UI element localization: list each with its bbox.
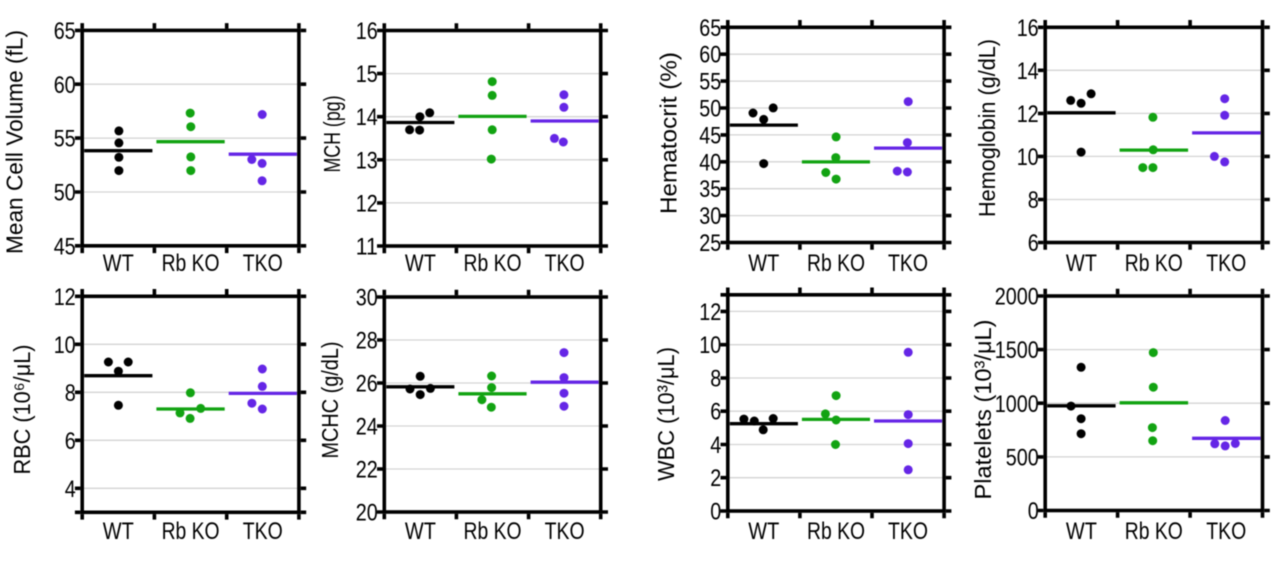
svg-text:WT: WT — [405, 518, 436, 545]
svg-text:4: 4 — [710, 432, 721, 459]
svg-text:22: 22 — [356, 457, 378, 484]
svg-text:55: 55 — [54, 126, 76, 153]
svg-text:WT: WT — [1066, 518, 1097, 545]
svg-text:6: 6 — [710, 399, 721, 426]
svg-text:8: 8 — [65, 380, 76, 407]
svg-text:Rb KO: Rb KO — [1125, 250, 1183, 277]
svg-text:WT: WT — [748, 518, 779, 545]
svg-text:10: 10 — [1017, 144, 1039, 171]
svg-text:TKO: TKO — [243, 518, 283, 545]
svg-text:14: 14 — [356, 104, 378, 131]
svg-text:Rb KO: Rb KO — [807, 250, 865, 277]
svg-text:20: 20 — [356, 500, 378, 527]
svg-text:60: 60 — [54, 72, 76, 99]
svg-text:45: 45 — [699, 122, 721, 149]
svg-text:50: 50 — [54, 180, 76, 207]
svg-text:50: 50 — [699, 96, 721, 123]
svg-text:11: 11 — [356, 234, 378, 261]
svg-text:35: 35 — [699, 176, 721, 203]
svg-text:TKO: TKO — [1206, 250, 1246, 277]
svg-text:15: 15 — [356, 61, 378, 88]
svg-text:14: 14 — [1017, 58, 1039, 85]
svg-text:WT: WT — [103, 518, 134, 545]
svg-text:Platelets (10³/μL): Platelets (10³/μL) — [970, 320, 996, 500]
svg-text:30: 30 — [699, 203, 721, 230]
svg-text:13: 13 — [356, 147, 378, 174]
svg-text:Hematocrit (%): Hematocrit (%) — [656, 52, 682, 214]
svg-text:40: 40 — [699, 149, 721, 176]
svg-text:TKO: TKO — [545, 518, 585, 545]
svg-text:500: 500 — [1006, 444, 1039, 471]
svg-text:8: 8 — [1028, 187, 1039, 214]
svg-text:Rb KO: Rb KO — [162, 518, 220, 545]
svg-text:65: 65 — [54, 18, 76, 45]
svg-text:45: 45 — [54, 233, 76, 260]
svg-text:0: 0 — [710, 499, 721, 526]
svg-text:WBC (10³/μL): WBC (10³/μL) — [653, 347, 679, 481]
svg-text:MCHC (g/dL): MCHC (g/dL) — [317, 342, 343, 459]
svg-text:TKO: TKO — [545, 250, 585, 277]
svg-text:1000: 1000 — [995, 391, 1039, 418]
svg-text:25: 25 — [699, 230, 721, 257]
svg-text:16: 16 — [1017, 15, 1039, 42]
svg-text:Rb KO: Rb KO — [464, 250, 522, 277]
svg-text:Rb KO: Rb KO — [464, 518, 522, 545]
svg-text:TKO: TKO — [888, 250, 928, 277]
svg-text:WT: WT — [1066, 250, 1097, 277]
svg-text:30: 30 — [356, 285, 378, 312]
svg-text:1500: 1500 — [995, 337, 1039, 364]
svg-text:Rb KO: Rb KO — [807, 518, 865, 545]
svg-text:65: 65 — [699, 15, 721, 42]
svg-text:4: 4 — [65, 476, 76, 503]
svg-text:26: 26 — [356, 371, 378, 398]
svg-text:WT: WT — [748, 250, 779, 277]
svg-text:2000: 2000 — [995, 284, 1039, 311]
svg-text:24: 24 — [356, 414, 378, 441]
svg-text:MCH (pg): MCH (pg) — [319, 96, 345, 173]
svg-text:Rb KO: Rb KO — [162, 250, 220, 277]
svg-text:12: 12 — [1017, 101, 1039, 128]
svg-text:10: 10 — [699, 332, 721, 359]
svg-text:Rb KO: Rb KO — [1125, 518, 1183, 545]
svg-text:Hemoglobin (g/dL): Hemoglobin (g/dL) — [974, 39, 1000, 217]
svg-text:WT: WT — [103, 250, 134, 277]
svg-text:12: 12 — [356, 190, 378, 217]
svg-text:28: 28 — [356, 328, 378, 355]
svg-text:12: 12 — [54, 284, 76, 311]
svg-text:8: 8 — [710, 366, 721, 393]
svg-text:60: 60 — [699, 42, 721, 69]
svg-text:16: 16 — [356, 18, 378, 45]
svg-text:2: 2 — [710, 465, 721, 492]
svg-text:TKO: TKO — [243, 250, 283, 277]
svg-text:TKO: TKO — [888, 518, 928, 545]
svg-text:TKO: TKO — [1206, 518, 1246, 545]
svg-text:Mean Cell Volume (fL): Mean Cell Volume (fL) — [1, 30, 27, 254]
svg-text:0: 0 — [1028, 498, 1039, 525]
svg-text:6: 6 — [1028, 230, 1039, 257]
svg-text:6: 6 — [65, 428, 76, 455]
svg-text:RBC (10⁶/μL): RBC (10⁶/μL) — [9, 345, 35, 475]
svg-text:12: 12 — [699, 299, 721, 326]
svg-text:55: 55 — [699, 69, 721, 96]
svg-text:WT: WT — [405, 250, 436, 277]
svg-text:10: 10 — [54, 332, 76, 359]
